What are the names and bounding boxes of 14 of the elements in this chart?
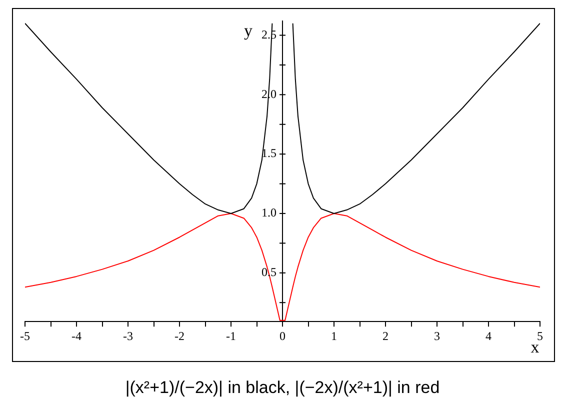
y-tick-label: 1.0 <box>262 206 276 220</box>
x-tick-label: 1 <box>331 328 337 343</box>
x-tick-label: 4 <box>486 328 492 343</box>
x-tick-label: -4 <box>72 328 82 343</box>
x-tick-label: -3 <box>123 328 133 343</box>
x-tick-label: -2 <box>174 328 184 343</box>
y-axis-title: y <box>244 20 253 40</box>
x-tick-label: 3 <box>434 328 440 343</box>
text: |(x²+1)/(−2x)| in black, |(−2x)/(x²+1)| in red <box>124 378 441 398</box>
x-tick-label: 5 <box>537 328 543 343</box>
x-tick-label: -1 <box>226 328 236 343</box>
x-tick-label: 2 <box>382 328 388 343</box>
x-tick-label: -5 <box>20 328 30 343</box>
x-tick-label: 0 <box>280 328 286 343</box>
